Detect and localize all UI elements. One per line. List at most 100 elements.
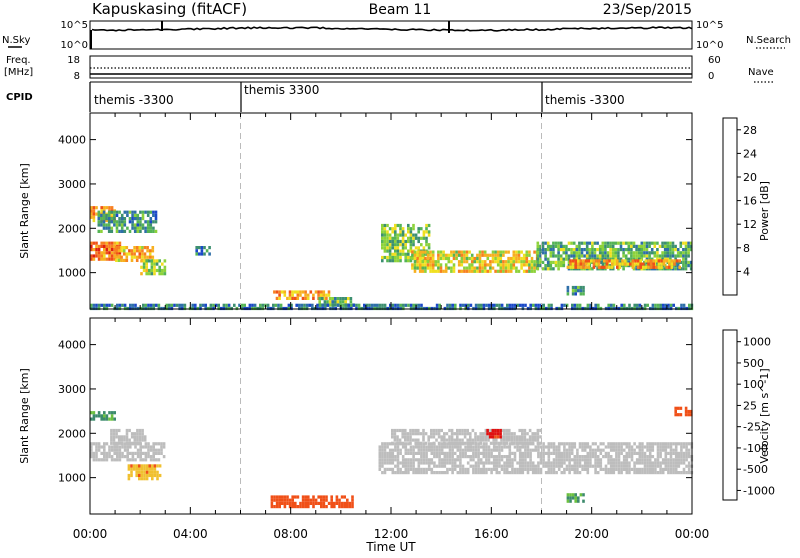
velocity-cell — [667, 461, 670, 465]
velocity-cell — [582, 493, 585, 497]
power-cell — [541, 251, 545, 255]
power-cell — [148, 249, 152, 253]
power-cell — [520, 256, 523, 261]
power-cell — [383, 227, 387, 231]
power-cell — [504, 250, 508, 254]
velocity-cell — [487, 435, 490, 439]
power-cell — [394, 243, 397, 247]
power-cell — [502, 250, 505, 254]
velocity-cell — [654, 458, 657, 462]
velocity-cell — [440, 461, 444, 465]
velocity-cell — [518, 428, 521, 433]
velocity-cell — [113, 451, 116, 455]
velocity-cell — [594, 464, 597, 468]
velocity-cell — [394, 445, 397, 449]
power-cell — [113, 248, 116, 252]
velocity-cell — [138, 438, 142, 442]
velocity-cell — [388, 442, 392, 446]
power-cell — [120, 229, 124, 233]
velocity-cell — [464, 455, 467, 459]
power-cell — [457, 260, 461, 264]
velocity-cell — [430, 445, 434, 449]
velocity-cell — [521, 441, 524, 445]
power-cell — [412, 239, 415, 244]
velocity-cell — [617, 455, 621, 459]
velocity-cell — [589, 448, 592, 452]
power-cell — [195, 249, 198, 253]
power-cell — [394, 223, 397, 228]
velocity-cell — [609, 445, 613, 449]
velocity-cell — [127, 473, 131, 478]
power-cell — [536, 248, 540, 252]
power-cell — [426, 253, 430, 257]
power-cell — [424, 256, 427, 261]
power-cell — [118, 251, 122, 255]
velocity-cell — [472, 445, 475, 449]
velocity-cell — [586, 461, 590, 465]
velocity-cell — [568, 461, 571, 465]
power-cell — [388, 255, 392, 260]
power-cell — [409, 239, 413, 244]
velocity-cell — [158, 464, 162, 468]
velocity-cell — [574, 496, 577, 500]
power-cell — [608, 259, 611, 263]
power-cell — [529, 303, 532, 307]
power-cell — [676, 267, 680, 271]
velocity-cell — [612, 467, 616, 471]
velocity-cell — [110, 432, 113, 436]
velocity-cell — [620, 451, 623, 455]
velocity-cell — [659, 467, 662, 471]
power-cell — [483, 269, 487, 273]
velocity-cell — [443, 435, 446, 439]
power-cell — [470, 269, 474, 273]
velocity-cell — [547, 455, 551, 459]
power-cell — [426, 266, 430, 270]
velocity-cell — [661, 448, 665, 452]
velocity-cell — [505, 471, 509, 475]
power-cell — [120, 220, 124, 224]
power-cell — [635, 248, 638, 252]
velocity-cell — [383, 442, 387, 446]
velocity-cell — [687, 464, 691, 468]
power-cell — [146, 226, 150, 230]
power-cell — [128, 252, 131, 256]
velocity-cell — [301, 505, 305, 509]
velocity-cell — [669, 471, 673, 475]
velocity-cell — [278, 505, 281, 509]
power-cell — [592, 265, 596, 269]
velocity-cell — [550, 445, 553, 449]
power-cell — [669, 241, 672, 245]
velocity-cell — [378, 455, 382, 459]
velocity-cell — [542, 461, 545, 465]
velocity-cell — [508, 438, 511, 442]
power-cell — [682, 241, 685, 245]
power-cell — [394, 255, 397, 260]
power-cell — [146, 249, 149, 253]
velocity-cell — [677, 406, 680, 410]
power-cell — [155, 262, 159, 266]
velocity-cell — [409, 432, 412, 436]
power-cell — [689, 248, 693, 252]
velocity-cell — [147, 455, 150, 459]
power-cell — [136, 226, 140, 230]
power-cell — [567, 257, 571, 261]
power-cell — [391, 246, 394, 250]
power-cell — [386, 223, 389, 228]
power-cell — [614, 251, 618, 255]
velocity-cell — [526, 471, 530, 475]
power-cell — [407, 249, 410, 253]
power-cell — [642, 262, 645, 266]
velocity-cell — [304, 505, 307, 509]
velocity-cell — [583, 467, 587, 471]
power-cell — [578, 244, 581, 248]
power-cell — [515, 260, 518, 264]
power-cell — [645, 248, 649, 252]
power-cell — [183, 303, 187, 307]
power-cell — [485, 303, 488, 307]
power-cell — [574, 259, 577, 263]
velocity-cell — [100, 445, 103, 449]
power-cell — [418, 253, 422, 257]
power-cell — [656, 248, 659, 252]
power-cell — [201, 303, 205, 307]
